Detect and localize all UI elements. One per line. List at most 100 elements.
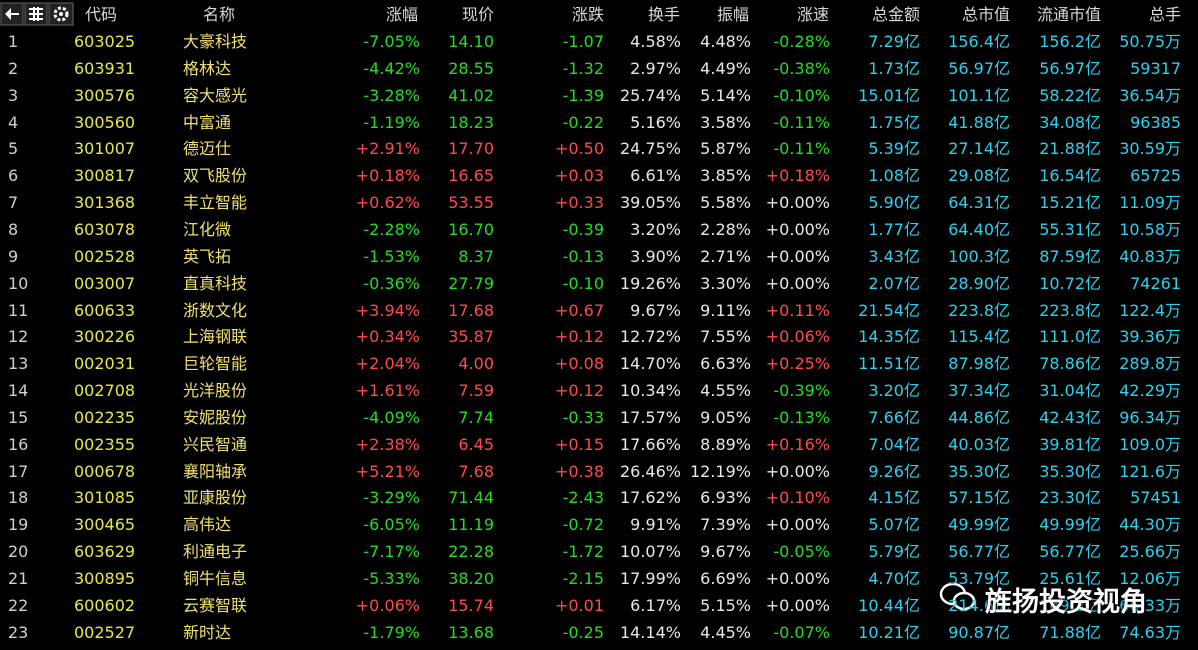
change: +0.33 xyxy=(554,193,604,213)
amplitude: 5.87% xyxy=(700,139,751,159)
row-index: 10 xyxy=(8,273,29,293)
amplitude: 4.48% xyxy=(700,32,751,51)
stock-name: 德迈仕 xyxy=(183,139,232,159)
amplitude: 4.55% xyxy=(700,381,751,401)
market-cap: 53.79亿 xyxy=(948,569,1010,588)
float-cap: 56.97亿 xyxy=(1039,58,1101,78)
amplitude: 6.69% xyxy=(700,569,751,588)
float-cap: 78.86亿 xyxy=(1039,354,1101,374)
market-cap: 29.08亿 xyxy=(948,166,1010,186)
float-cap: 39.81亿 xyxy=(1039,434,1101,454)
change: -0.72 xyxy=(562,515,604,535)
amount: 7.66亿 xyxy=(868,407,920,427)
speed: -0.28% xyxy=(773,32,830,51)
row-index: 9 xyxy=(8,246,19,266)
price: 18.23 xyxy=(448,112,494,132)
volume: 96.34万 xyxy=(1119,407,1181,427)
price: 16.65 xyxy=(448,166,494,186)
stock-name: 直真科技 xyxy=(183,273,248,293)
change: -0.39 xyxy=(562,219,604,239)
stock-name: 利通电子 xyxy=(183,542,248,562)
float-cap: 21.88亿 xyxy=(1039,139,1101,159)
row-index: 20 xyxy=(8,542,29,562)
market-cap: 28.90亿 xyxy=(948,273,1010,293)
change-pct: +0.18% xyxy=(355,166,420,186)
stock-name: 江化微 xyxy=(183,219,232,239)
stock-name: 光洋股份 xyxy=(183,381,248,401)
amount: 7.04亿 xyxy=(868,434,920,454)
change-pct: +1.61% xyxy=(355,381,420,401)
stock-code: 600633 xyxy=(74,300,136,320)
amplitude: 4.45% xyxy=(700,622,751,642)
change: -0.13 xyxy=(562,246,604,266)
watermark-text: 旌扬投资视角 xyxy=(985,587,1147,618)
amount: 7.29亿 xyxy=(868,32,920,51)
market-cap: 214.6亿 xyxy=(948,595,1010,615)
volume: 289.8万 xyxy=(1119,354,1181,374)
amplitude: 5.15% xyxy=(700,595,751,615)
market-cap: 87.98亿 xyxy=(948,354,1010,374)
volume: 44.30万 xyxy=(1119,515,1181,535)
change-pct: -6.05% xyxy=(363,515,420,535)
volume: 57451 xyxy=(1130,488,1181,508)
amount: 5.07亿 xyxy=(868,515,920,535)
speed: +0.00% xyxy=(765,219,830,239)
change: +0.38 xyxy=(554,461,604,481)
change: -1.39 xyxy=(562,85,604,105)
price: 7.74 xyxy=(458,407,494,427)
row-index: 3 xyxy=(8,85,19,105)
amplitude: 6.63% xyxy=(700,354,751,374)
stock-code: 603931 xyxy=(74,58,136,78)
price: 6.45 xyxy=(458,434,494,454)
float-cap: 42.43亿 xyxy=(1039,407,1101,427)
change-pct: +0.34% xyxy=(355,327,420,347)
stock-code: 301007 xyxy=(74,139,136,159)
row-index: 2 xyxy=(8,58,19,78)
price: 22.28 xyxy=(448,542,494,562)
column-header: 振幅 xyxy=(716,5,749,24)
stock-name: 亚康股份 xyxy=(183,488,248,508)
amount: 1.77亿 xyxy=(868,219,920,239)
market-cap: 35.30亿 xyxy=(948,461,1010,481)
price: 4.00 xyxy=(458,354,494,374)
change: -1.07 xyxy=(562,32,604,51)
price: 53.55 xyxy=(448,193,494,213)
volume: 96385 xyxy=(1130,112,1181,132)
float-cap: 58.22亿 xyxy=(1039,85,1101,105)
turnover: 24.75% xyxy=(619,139,681,159)
change: +0.15 xyxy=(554,434,604,454)
row-index: 21 xyxy=(8,569,29,588)
change: -1.32 xyxy=(562,58,604,78)
change: -2.43 xyxy=(562,488,604,508)
volume: 65725 xyxy=(1130,166,1181,186)
column-header: 涨幅 xyxy=(385,5,418,24)
stock-code: 603629 xyxy=(74,542,136,562)
amplitude: 7.55% xyxy=(700,327,751,347)
volume: 122.4万 xyxy=(1119,300,1181,320)
market-cap: 100.3亿 xyxy=(948,246,1010,266)
price: 16.70 xyxy=(448,219,494,239)
price: 7.68 xyxy=(458,461,494,481)
speed: +0.25% xyxy=(765,354,830,374)
row-index: 17 xyxy=(8,461,29,481)
column-header: 流通市值 xyxy=(1036,5,1101,24)
amplitude: 3.30% xyxy=(700,273,751,293)
turnover: 12.72% xyxy=(619,327,681,347)
change: +0.08 xyxy=(554,354,604,374)
wechat-icon xyxy=(939,582,976,611)
stock-name: 双飞股份 xyxy=(183,166,248,186)
stock-code: 002355 xyxy=(74,434,136,454)
change: -0.10 xyxy=(562,273,604,293)
stock-code: 300560 xyxy=(74,112,136,132)
stock-code: 300576 xyxy=(74,85,136,105)
speed: -0.39% xyxy=(773,381,830,401)
float-cap: 156.2亿 xyxy=(1039,32,1101,51)
change: -0.33 xyxy=(562,407,604,427)
amplitude: 4.49% xyxy=(700,58,751,78)
amount: 1.75亿 xyxy=(868,112,920,132)
float-cap: 56.77亿 xyxy=(1039,542,1101,562)
change-pct: -3.28% xyxy=(363,85,420,105)
change-pct: -7.05% xyxy=(363,32,420,51)
volume: 121.6万 xyxy=(1119,461,1181,481)
stock-name: 云赛智联 xyxy=(183,595,248,615)
